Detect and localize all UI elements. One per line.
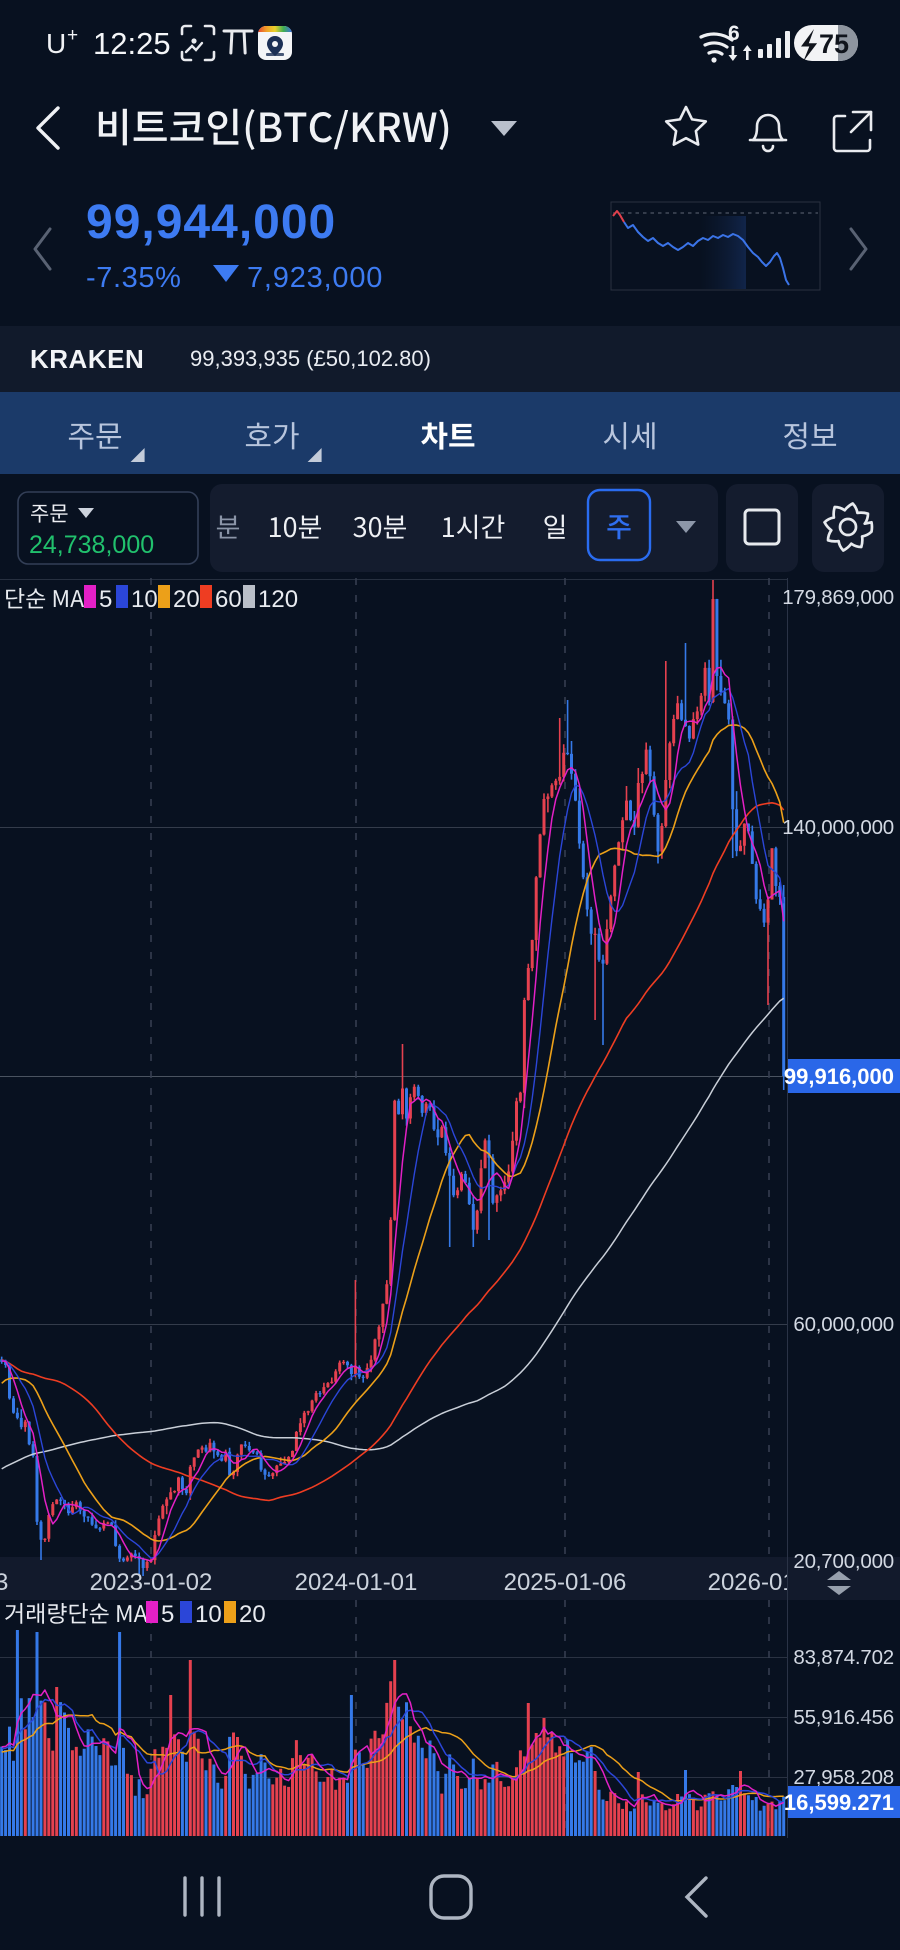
svg-text:20: 20 — [239, 1601, 266, 1628]
svg-text:5: 5 — [99, 586, 112, 613]
svg-text:20: 20 — [173, 586, 200, 613]
svg-text:-7.35%: -7.35% — [86, 262, 182, 294]
svg-text:24,738,000: 24,738,000 — [29, 531, 154, 559]
svg-text:+: + — [67, 25, 78, 46]
svg-text:2024-01-01: 2024-01-01 — [295, 1569, 418, 1596]
svg-text:12:25: 12:25 — [93, 26, 171, 61]
svg-text:99,916,000: 99,916,000 — [784, 1064, 894, 1089]
svg-text:2025-01-06: 2025-01-06 — [504, 1569, 627, 1596]
svg-text:KRAKEN: KRAKEN — [30, 344, 144, 374]
svg-text:16,599.271: 16,599.271 — [784, 1790, 894, 1815]
svg-text:99,944,000: 99,944,000 — [86, 196, 336, 249]
svg-text:2022-01-03: 2022-01-03 — [0, 1569, 8, 1596]
svg-text:27,958.208: 27,958.208 — [793, 1766, 894, 1789]
svg-text:75: 75 — [819, 29, 849, 59]
svg-text:120: 120 — [258, 586, 298, 613]
svg-text:2023-01-02: 2023-01-02 — [90, 1569, 213, 1596]
svg-text:140,000,000: 140,000,000 — [782, 816, 894, 839]
svg-text:U: U — [46, 28, 66, 59]
svg-text:83,874.702: 83,874.702 — [793, 1646, 894, 1669]
svg-text:179,869,000: 179,869,000 — [782, 586, 894, 609]
svg-text:60,000,000: 60,000,000 — [793, 1313, 894, 1336]
svg-text:20,700,000: 20,700,000 — [793, 1550, 894, 1573]
svg-text:10: 10 — [195, 1601, 222, 1628]
svg-text:7,923,000: 7,923,000 — [247, 262, 383, 294]
svg-text:55,916.456: 55,916.456 — [793, 1706, 894, 1729]
svg-text:60: 60 — [215, 586, 242, 613]
svg-text:2026-01-05: 2026-01-05 — [708, 1569, 831, 1596]
svg-text:99,393,935 (£50,102.80): 99,393,935 (£50,102.80) — [190, 346, 431, 371]
svg-text:6: 6 — [728, 22, 740, 45]
svg-text:10: 10 — [131, 586, 158, 613]
svg-text:5: 5 — [161, 1601, 174, 1628]
